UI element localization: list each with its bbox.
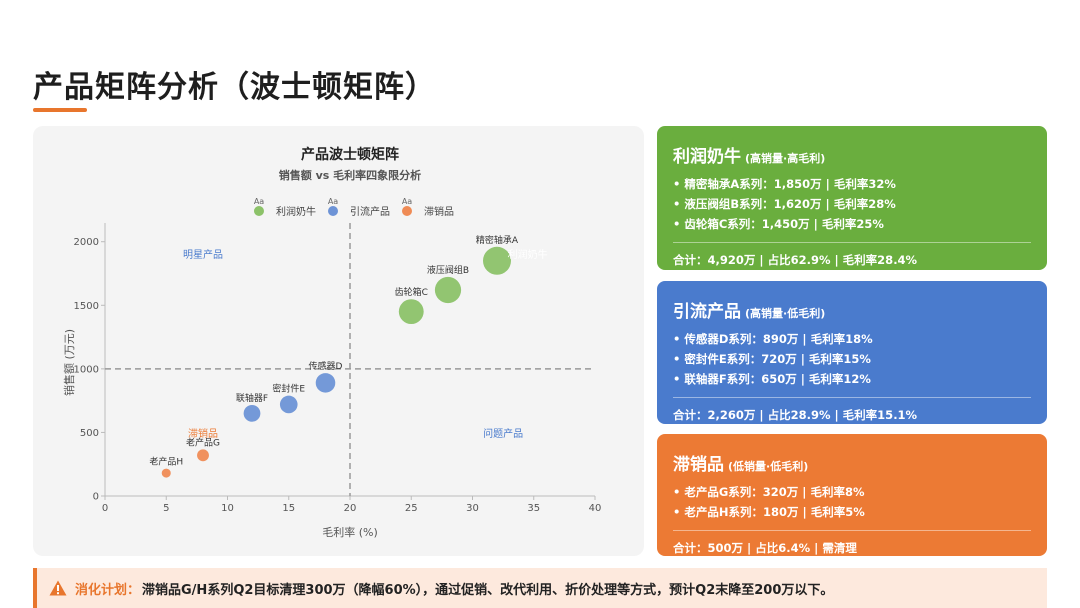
page-title: 产品矩阵分析（波士顿矩阵）	[33, 70, 436, 105]
x-tick-label: 40	[589, 503, 602, 514]
bubble-label: 液压阀组B	[427, 264, 469, 276]
quadrant-label: 滞销品	[188, 427, 218, 440]
legend-marker	[254, 206, 264, 216]
chart-panel: 产品波士顿矩阵销售额 vs 毛利率四象限分析 Aa 利润奶牛 Aa 引流产品 Aa 滞销品 0…	[33, 126, 644, 556]
y-tick-label: 500	[80, 428, 99, 439]
x-tick-label: 25	[405, 503, 418, 514]
x-tick-label: 20	[344, 503, 357, 514]
card-total: 合计：2,260万 | 占比28.9% | 毛利率15.1%	[673, 408, 918, 422]
quadrant-label: 问题产品	[483, 427, 523, 440]
bubble-point	[434, 276, 462, 304]
card-item: • 精密轴承A系列：1,850万 | 毛利率32%	[673, 177, 896, 191]
bubble-point	[398, 299, 424, 325]
card-divider	[673, 397, 1031, 398]
legend-entry: 引流产品	[350, 205, 390, 218]
y-tick-label: 1500	[74, 301, 99, 312]
plan-text: 滞销品G/H系列Q2目标清理300万（降幅60%），通过促销、改代利用、折价处理…	[142, 582, 834, 598]
legend-entry: 滞销品	[424, 205, 454, 218]
card-divider	[673, 530, 1031, 531]
clearance-plan-bar: 消化计划： 滞销品G/H系列Q2目标清理300万（降幅60%），通过促销、改代利…	[33, 568, 1047, 608]
legend-marker	[328, 206, 338, 216]
y-tick-label: 2000	[74, 237, 99, 248]
y-tick-label: 0	[93, 492, 99, 503]
card-total: 合计：4,920万 | 占比62.9% | 毛利率28.4%	[673, 253, 918, 267]
x-tick-label: 5	[163, 503, 169, 514]
card-title: 滞销品	[673, 455, 724, 475]
card-subtitle: (高销量·高毛利)	[745, 152, 826, 165]
quadrant-label: 明星产品	[183, 248, 223, 261]
title-underline	[33, 108, 87, 112]
bubble-point	[483, 246, 511, 275]
card-subtitle: (低销量·低毛利)	[728, 460, 809, 473]
x-tick-label: 35	[527, 503, 540, 514]
y-tick-label: 1000	[74, 364, 99, 375]
legend-marker-text: Aa	[402, 197, 412, 206]
bubble-label: 密封件E	[272, 383, 305, 395]
card-item: • 老产品G系列：320万 | 毛利率8%	[673, 485, 865, 499]
x-axis-label: 毛利率 (%)	[322, 525, 378, 539]
bubble-label: 精密轴承A	[476, 234, 519, 246]
slow-moving-card: 滞销品 (低销量·低毛利) • 老产品G系列：320万 | 毛利率8% • 老产…	[657, 434, 1047, 556]
x-tick-label: 30	[466, 503, 479, 514]
bubble-point	[243, 404, 261, 422]
legend-entry: 利润奶牛	[276, 205, 316, 218]
legend-marker-text: Aa	[254, 197, 264, 206]
bubble-point	[161, 468, 171, 478]
card-item: • 联轴器F系列：650万 | 毛利率12%	[673, 372, 871, 386]
card-subtitle: (高销量·低毛利)	[745, 307, 826, 320]
chart-title: 产品波士顿矩阵	[301, 146, 399, 163]
card-title: 引流产品	[673, 302, 741, 322]
bubble-label: 传感器D	[309, 360, 343, 372]
x-tick-label: 10	[221, 503, 234, 514]
plan-label: 消化计划：	[75, 582, 141, 598]
cash-cow-card: 利润奶牛 (高销量·高毛利) • 精密轴承A系列：1,850万 | 毛利率32%…	[657, 126, 1047, 270]
bubble-label: 老产品G	[186, 436, 220, 448]
bubble-point	[315, 373, 336, 393]
card-item: • 密封件E系列：720万 | 毛利率15%	[673, 352, 871, 366]
card-item: • 传感器D系列：890万 | 毛利率18%	[673, 332, 873, 346]
card-item: • 齿轮箱C系列：1,450万 | 毛利率25%	[673, 217, 884, 231]
card-total: 合计：500万 | 占比6.4% | 需清理	[673, 541, 857, 555]
legend-marker	[402, 206, 412, 216]
x-tick-label: 0	[102, 503, 108, 514]
card-title: 利润奶牛	[673, 147, 741, 167]
chart-subtitle: 销售额 vs 毛利率四象限分析	[279, 168, 421, 182]
card-item: • 老产品H系列：180万 | 毛利率5%	[673, 505, 865, 519]
card-item: • 液压阀组B系列：1,620万 | 毛利率28%	[673, 197, 896, 211]
quadrant-label: 利润奶牛	[508, 248, 548, 261]
bubble-point	[197, 449, 209, 462]
card-divider	[673, 242, 1031, 243]
bubble-label: 联轴器F	[236, 392, 268, 404]
warning-icon	[49, 580, 67, 596]
bubble-point	[279, 395, 298, 414]
bubble-label: 齿轮箱C	[395, 286, 428, 298]
x-tick-label: 15	[282, 503, 295, 514]
traffic-product-card: 引流产品 (高销量·低毛利) • 传感器D系列：890万 | 毛利率18% • …	[657, 281, 1047, 424]
bubble-label: 老产品H	[149, 456, 183, 468]
y-axis-label: 销售额 (万元)	[62, 329, 76, 396]
legend-marker-text: Aa	[328, 197, 338, 206]
